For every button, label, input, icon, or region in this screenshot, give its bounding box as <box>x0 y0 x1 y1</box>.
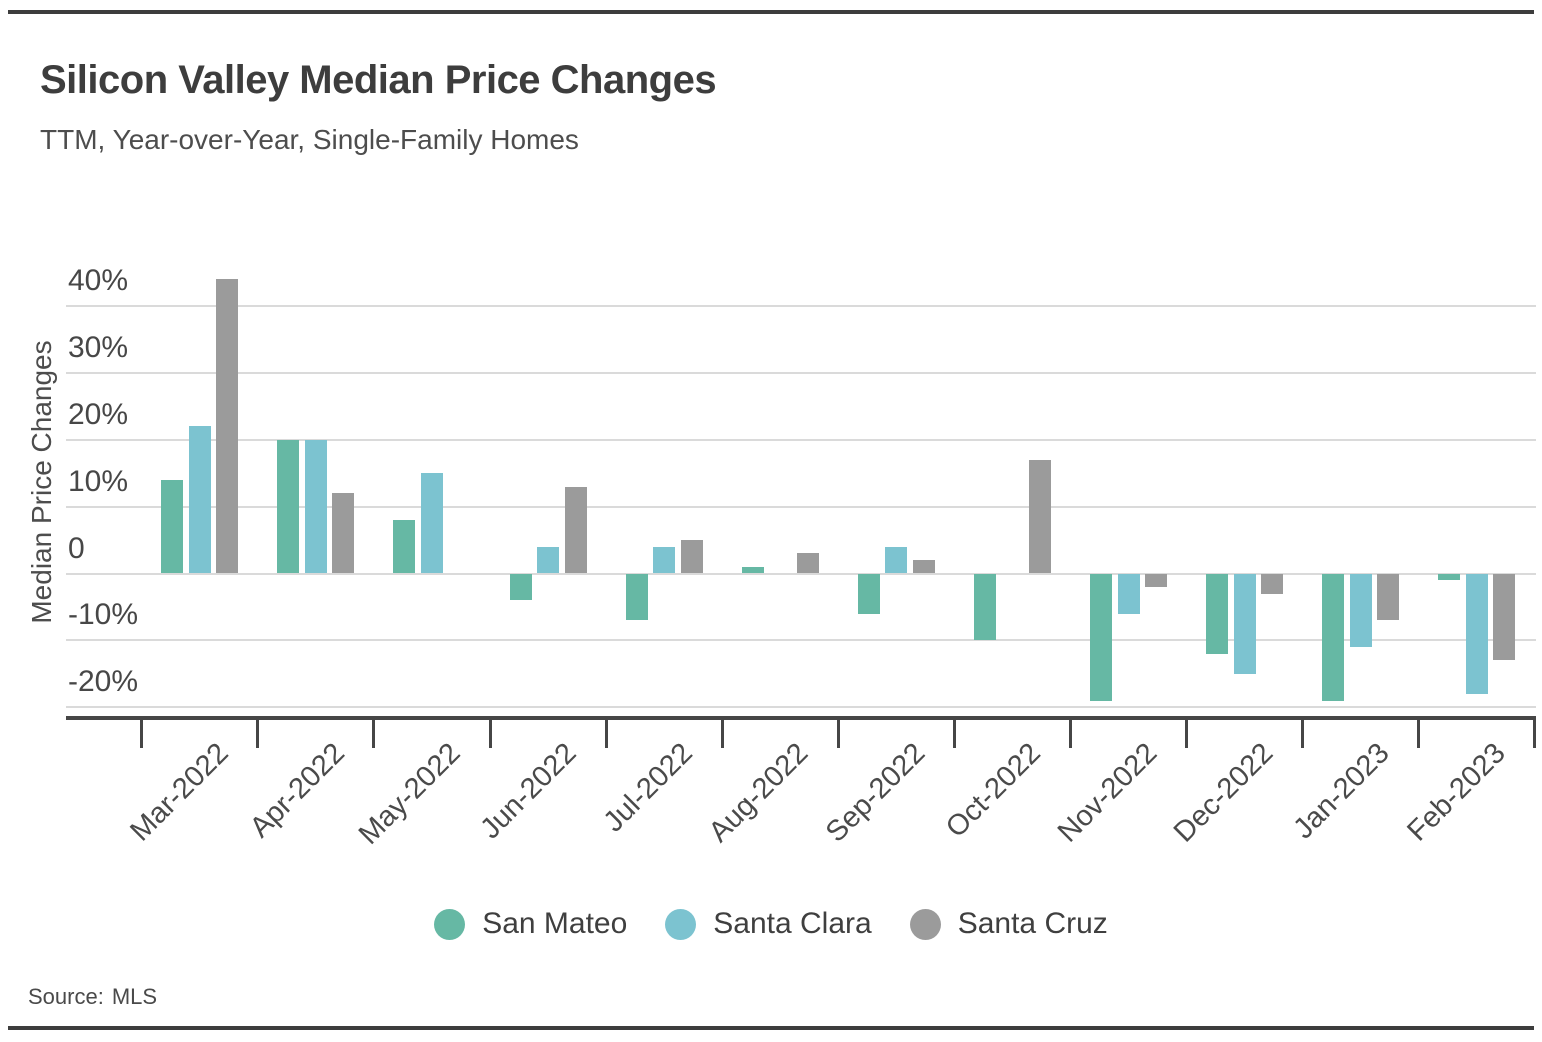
bar-santa-cruz-nov-2022 <box>1145 573 1168 587</box>
gridline--10 <box>66 639 1536 642</box>
legend: San Mateo Santa Clara Santa Cruz <box>0 907 1542 941</box>
legend-label: Santa Clara <box>713 907 872 940</box>
x-tick-label-text: Dec-2022 <box>1167 737 1280 849</box>
bar-santa-cruz-jan-2023 <box>1377 573 1400 621</box>
bar-santa-cruz-mar-2022 <box>216 279 239 574</box>
x-axis-tick <box>720 718 724 748</box>
x-axis-tick <box>1301 718 1305 748</box>
bar-santa-cruz-dec-2022 <box>1261 573 1284 594</box>
top-rule <box>8 10 1534 14</box>
bar-san-mateo-sep-2022 <box>857 573 880 614</box>
x-tick-label-text: May-2022 <box>352 737 467 851</box>
x-axis-tick <box>1069 718 1072 748</box>
bar-santa-clara-jan-2023 <box>1349 573 1372 648</box>
x-axis-tick <box>256 718 260 748</box>
bar-santa-clara-sep-2022 <box>885 546 908 574</box>
bar-santa-cruz-feb-2023 <box>1493 573 1516 661</box>
bar-san-mateo-nov-2022 <box>1090 573 1113 701</box>
bar-santa-clara-nov-2022 <box>1117 573 1140 614</box>
legend-swatch-icon <box>434 908 466 940</box>
bar-santa-cruz-oct-2022 <box>1028 459 1051 574</box>
y-tick-label-10: 10% <box>68 464 129 498</box>
x-tick-label-text: Apr-2022 <box>243 737 351 844</box>
x-axis-tick <box>1417 718 1421 748</box>
y-axis-title: Median Price Changes <box>26 340 57 624</box>
source-line: Source: MLS <box>28 984 157 1010</box>
bar-san-mateo-jan-2023 <box>1322 573 1345 701</box>
x-axis-tick <box>836 718 840 748</box>
bar-san-mateo-dec-2022 <box>1206 573 1229 654</box>
y-tick-label-40: 40% <box>68 263 129 297</box>
y-tick-label--10: -10% <box>68 598 139 632</box>
gridline-40 <box>66 304 1536 307</box>
legend-swatch-icon <box>909 908 941 940</box>
bar-san-mateo-jun-2022 <box>509 573 532 601</box>
x-axis-line <box>66 716 1536 720</box>
x-tick-label-text: Sep-2022 <box>819 737 931 849</box>
bar-santa-cruz-apr-2022 <box>332 493 355 574</box>
x-tick-label-text: Jun-2022 <box>474 737 583 846</box>
gridline-10 <box>66 505 1536 508</box>
bar-santa-clara-mar-2022 <box>188 426 211 574</box>
x-tick-label-text: Oct-2022 <box>940 737 1048 844</box>
y-tick-label-0: 0 <box>68 531 85 565</box>
bar-san-mateo-oct-2022 <box>973 573 996 641</box>
bottom-rule <box>8 1026 1534 1030</box>
bar-san-mateo-apr-2022 <box>277 439 300 574</box>
x-tick-label-text: Jan-2023 <box>1287 737 1396 846</box>
legend-item-santa-clara: Santa Clara <box>665 907 872 941</box>
chart-title: Silicon Valley Median Price Changes <box>40 58 717 102</box>
gridline--20 <box>66 706 1536 709</box>
x-axis-tick <box>488 718 492 748</box>
legend-item-santa-cruz: Santa Cruz <box>909 907 1108 941</box>
y-tick-label--20: -20% <box>68 665 139 699</box>
y-tick-label-30: 30% <box>68 330 129 364</box>
gridline-0 <box>66 572 1536 575</box>
bar-santa-clara-jun-2022 <box>537 546 560 574</box>
bar-santa-clara-jul-2022 <box>653 546 676 574</box>
legend-swatch-icon <box>665 908 697 940</box>
x-axis-tick <box>1185 718 1189 748</box>
bar-santa-clara-feb-2023 <box>1465 573 1488 694</box>
x-axis-tick <box>140 718 144 748</box>
bar-san-mateo-may-2022 <box>393 519 416 574</box>
source-label: Source: <box>28 984 104 1009</box>
x-tick-label-text: Aug-2022 <box>703 737 815 849</box>
x-axis-tick <box>604 718 608 748</box>
legend-label: Santa Cruz <box>957 907 1108 940</box>
x-axis-tick <box>1533 718 1537 748</box>
y-tick-label-20: 20% <box>68 397 129 431</box>
bar-santa-cruz-jul-2022 <box>680 540 703 574</box>
bar-san-mateo-feb-2023 <box>1438 573 1461 581</box>
gridline-20 <box>66 438 1536 441</box>
gridline-30 <box>66 371 1536 374</box>
legend-label: San Mateo <box>482 907 628 940</box>
bar-santa-clara-dec-2022 <box>1233 573 1256 674</box>
x-axis-tick <box>952 718 956 748</box>
bar-santa-clara-apr-2022 <box>304 439 327 574</box>
bar-santa-clara-may-2022 <box>420 473 443 574</box>
bar-san-mateo-mar-2022 <box>161 479 184 574</box>
legend-item-san-mateo: San Mateo <box>434 907 627 941</box>
x-tick-label-text: Nov-2022 <box>1051 737 1164 849</box>
chart-subtitle: TTM, Year-over-Year, Single-Family Homes <box>40 124 579 155</box>
x-tick-label-text: Jul-2022 <box>597 737 699 839</box>
bar-san-mateo-aug-2022 <box>741 566 764 574</box>
x-tick-label-text: Feb-2023 <box>1401 737 1512 848</box>
bar-santa-cruz-sep-2022 <box>912 560 935 574</box>
bar-santa-cruz-aug-2022 <box>796 553 819 574</box>
bar-san-mateo-jul-2022 <box>625 573 648 621</box>
bar-santa-cruz-jun-2022 <box>564 486 587 574</box>
x-tick-label-text: Mar-2022 <box>123 737 235 848</box>
source-value: MLS <box>111 984 158 1009</box>
x-axis-tick <box>372 718 376 748</box>
